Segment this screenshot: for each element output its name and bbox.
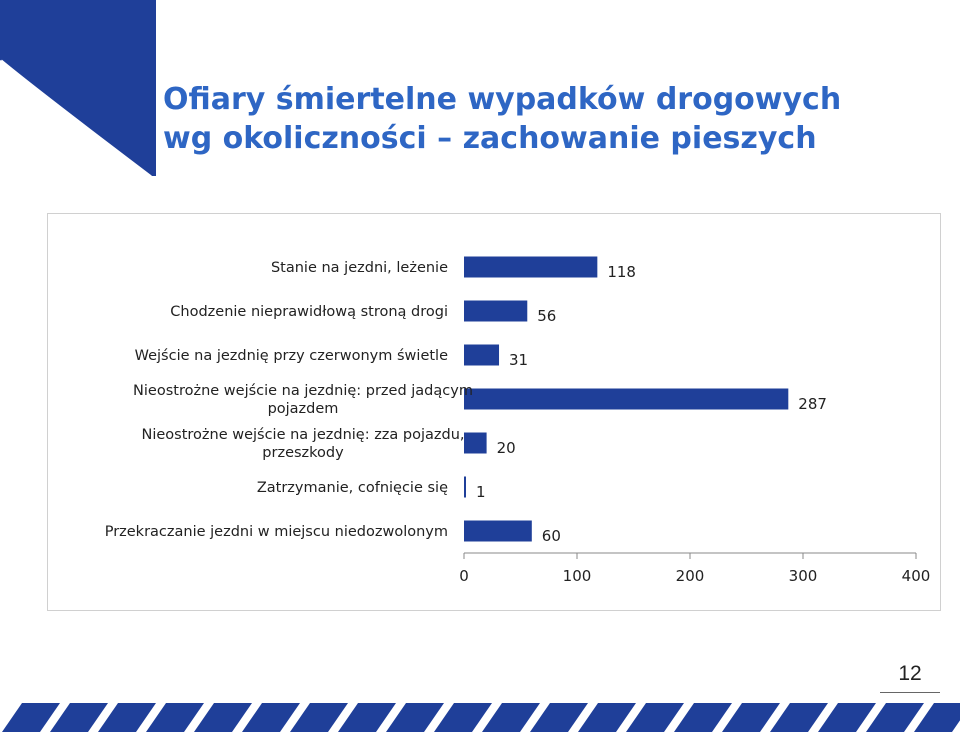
page-number-text: 12 [898,662,922,685]
page-number: 12 [880,662,940,693]
title-line-1: Ofiary śmiertelne wypadków drogowych [163,82,842,117]
title-line-2: wg okoliczności – zachowanie pieszych [163,121,817,156]
stripe-3 [146,703,204,732]
category-label-3-0: Nieostrożne wejście na jezdnię: przed ja… [133,383,473,399]
category-label-3-1: pojazdem [268,401,339,417]
category-label-4-1: przeszkody [262,445,344,461]
value-label-5: 1 [476,483,486,501]
x-tick-label-0: 0 [459,567,469,585]
stripe-9 [434,703,492,732]
x-tick-label-2: 200 [676,567,705,585]
stripe-0 [2,703,60,732]
value-label-3: 287 [798,395,827,413]
x-tick-label-3: 300 [789,567,818,585]
value-label-4: 20 [497,439,516,457]
stripe-18 [866,703,924,732]
value-label-2: 31 [509,351,528,369]
page-number-underline [880,692,940,693]
bar-5 [464,476,466,498]
stripe-17 [818,703,876,732]
stripe-12 [578,703,636,732]
corner-logo [0,0,156,180]
stripe-7 [338,703,396,732]
stripe-11 [530,703,588,732]
bar-2 [464,344,500,366]
category-label-1-0: Chodzenie nieprawidłową stroną drogi [170,304,448,320]
bar-3 [464,388,789,410]
chart-container: 118 Stanie na jezdni, leżenie 56 Chodzenie … [47,213,941,611]
logo-curve [0,59,152,180]
stripe-6 [290,703,348,732]
decorative-stripe-band [2,703,960,732]
page-title: Ofiary śmiertelne wypadków drogowych wg … [163,80,841,158]
category-label-6-0: Przekraczanie jezdni w miejscu niedozwol… [105,524,448,540]
x-tick-label-4: 400 [902,567,931,585]
category-label-2-0: Wejście na jezdnię przy czerwonym świetl… [135,348,448,364]
logo-corner-shape [0,0,156,176]
stripe-2 [98,703,156,732]
category-label-5-0: Zatrzymanie, cofnięcie się [257,480,448,496]
stripe-13 [626,703,684,732]
stripe-10 [482,703,540,732]
stripe-14 [674,703,732,732]
value-label-6: 60 [542,527,561,545]
value-label-0: 118 [607,263,636,281]
bar-6 [464,520,532,542]
bar-0 [464,256,598,278]
stripe-16 [770,703,828,732]
stripe-19 [914,703,960,732]
stripe-5 [242,703,300,732]
category-label-4-0: Nieostrożne wejście na jezdnię: zza poja… [141,427,464,443]
value-label-1: 56 [537,307,556,325]
stripe-1 [50,703,108,732]
bar-chart: 118 Stanie na jezdni, leżenie 56 Chodzenie … [105,256,931,585]
bar-4 [464,432,487,454]
stripe-4 [194,703,252,732]
stripe-15 [722,703,780,732]
stripe-8 [386,703,444,732]
x-tick-label-1: 100 [563,567,592,585]
category-label-0-0: Stanie na jezdni, leżenie [271,260,448,276]
bar-1 [464,300,528,322]
logo-stripe-1 [0,60,8,176]
